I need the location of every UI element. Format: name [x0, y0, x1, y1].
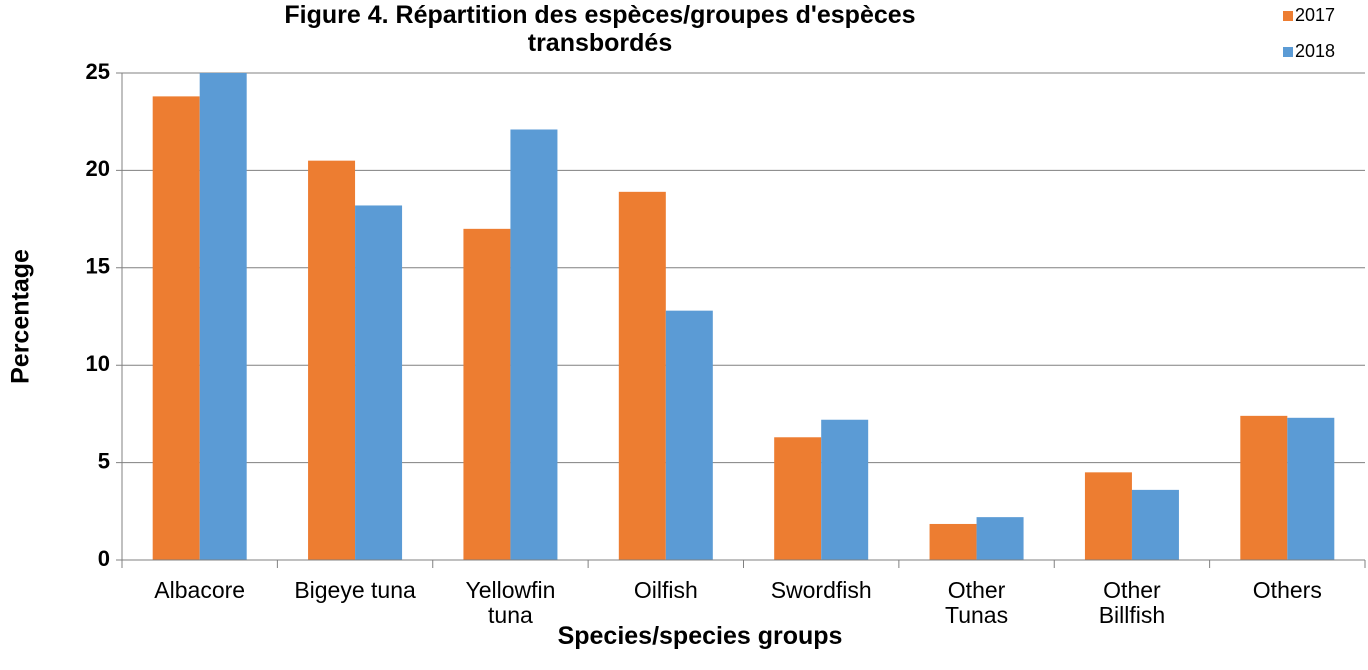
bar — [510, 129, 558, 560]
x-tick-label: Others — [1252, 577, 1322, 603]
bar — [152, 96, 200, 560]
bar — [1131, 489, 1179, 560]
x-tick-label: Yellowfin tuna — [465, 577, 556, 629]
bar — [821, 419, 869, 560]
bar — [199, 73, 247, 560]
bar — [1084, 472, 1132, 560]
chart-title: Figure 4. Répartition des espèces/groupe… — [284, 1, 916, 57]
y-tick-label: 5 — [98, 448, 110, 473]
bar — [463, 228, 511, 560]
bar — [976, 517, 1024, 560]
bar — [1240, 415, 1288, 560]
legend-swatch — [1283, 47, 1293, 57]
legend-label: 2017 — [1295, 5, 1335, 25]
y-tick-label: 10 — [86, 351, 110, 376]
bar — [774, 437, 822, 560]
bar — [1287, 417, 1335, 560]
bar — [355, 205, 403, 561]
y-tick-label: 15 — [86, 254, 110, 279]
x-axis-label: Species/species groups — [557, 622, 843, 650]
x-tick-label: Bigeye tuna — [294, 577, 416, 603]
bar — [665, 310, 713, 560]
bar — [308, 160, 356, 560]
y-tick-label: 25 — [86, 59, 110, 84]
bar — [929, 523, 977, 560]
x-tick-label: Other Tunas — [945, 577, 1009, 629]
y-axis-label: Percentage — [7, 249, 35, 384]
x-tick-label: Swordfish — [770, 577, 872, 603]
x-tick-label: Other Billfish — [1098, 577, 1166, 629]
bar — [618, 191, 666, 560]
x-tick-label: Albacore — [154, 577, 246, 603]
y-tick-label: 20 — [86, 156, 110, 181]
legend-label: 2018 — [1295, 41, 1335, 61]
legend-swatch — [1283, 11, 1293, 21]
y-tick-label: 0 — [98, 546, 110, 571]
x-tick-label: Oilfish — [633, 577, 698, 603]
